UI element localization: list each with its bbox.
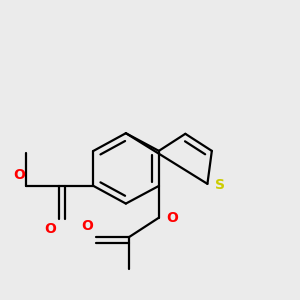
Text: O: O — [13, 167, 25, 182]
Text: S: S — [215, 178, 225, 192]
Text: O: O — [82, 219, 94, 233]
Text: O: O — [44, 222, 56, 236]
Text: O: O — [166, 211, 178, 225]
